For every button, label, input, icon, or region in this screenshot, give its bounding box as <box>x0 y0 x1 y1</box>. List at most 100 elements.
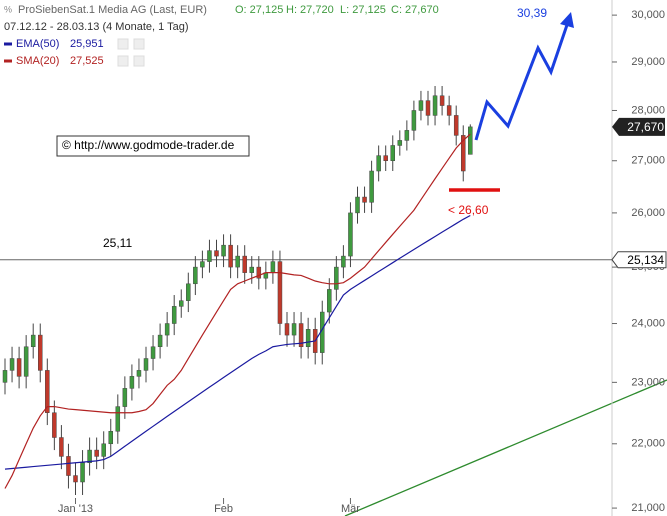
legend-value: 25,951 <box>70 38 104 50</box>
candle-body <box>122 388 128 407</box>
candle-body <box>108 431 113 445</box>
candle-body <box>150 346 156 359</box>
candle-body <box>200 261 205 268</box>
x-tick-label: Feb <box>214 503 233 515</box>
legend-button <box>117 38 129 50</box>
candle-body <box>143 358 149 371</box>
level-tag <box>611 251 667 269</box>
watermark: © http://www.godmode-trader.de <box>62 138 235 152</box>
target-label: 30,39 <box>517 6 547 20</box>
candle-body <box>136 370 142 377</box>
candle-body <box>2 370 8 383</box>
candle-body <box>228 244 233 268</box>
candle-body <box>383 155 388 161</box>
candle-body <box>418 100 424 111</box>
legend-button <box>133 55 145 67</box>
candle-body <box>446 105 452 116</box>
candle-body <box>453 115 459 136</box>
candle-body <box>52 412 57 438</box>
candle-body <box>171 306 177 324</box>
candle-body <box>221 244 226 257</box>
candle-body <box>390 145 395 161</box>
last-price-label: 27,670 <box>627 120 664 134</box>
candle-body <box>179 300 184 307</box>
candle-body <box>341 255 346 268</box>
y-tick-label: 22,000 <box>631 438 665 450</box>
candle-body <box>362 196 367 203</box>
trend-line <box>344 379 667 516</box>
candle-body <box>235 255 240 268</box>
x-tick-label: Mär <box>341 503 360 515</box>
ohlc-label: L: 27,125 <box>340 4 386 16</box>
candle-body <box>425 100 431 116</box>
level-label: 25,134 <box>627 253 664 267</box>
candle-body <box>115 406 121 432</box>
y-tick-label: 26,000 <box>631 207 665 219</box>
last-price-tag <box>612 117 665 136</box>
candle-body <box>59 437 64 457</box>
candle-body <box>101 443 106 457</box>
y-tick-label: 23,000 <box>631 376 665 388</box>
ma-line <box>4 133 471 489</box>
legend-button <box>117 55 129 67</box>
candle-body <box>397 140 403 146</box>
candle-body <box>186 283 191 301</box>
candle-body <box>129 376 135 389</box>
candle-body <box>369 170 374 203</box>
candle-body <box>439 95 445 106</box>
header: % ProSiebenSat.1 Media AG (Last, EUR) O:… <box>4 4 439 33</box>
y-tick-label: 21,000 <box>631 502 665 514</box>
candle-body <box>242 255 247 273</box>
candle-body <box>305 329 311 348</box>
ohlc-label: C: 27,670 <box>391 4 439 16</box>
x-tick-label: Jan '13 <box>58 503 93 515</box>
candle-body <box>376 155 381 172</box>
candle-body <box>38 334 43 371</box>
candle-body <box>30 334 36 348</box>
candle-body <box>277 261 283 324</box>
y-tick-label: 29,000 <box>631 56 665 68</box>
candle-body <box>404 130 410 141</box>
candle-body <box>461 135 466 172</box>
candle-body <box>348 212 353 257</box>
legend-name: SMA(20) <box>16 55 59 67</box>
candle-body <box>291 323 297 336</box>
candle-body <box>73 475 78 483</box>
y-tick-label: 27,000 <box>631 155 665 167</box>
candle-body <box>16 358 22 377</box>
candle-body <box>249 266 254 273</box>
candle-body <box>411 110 417 131</box>
chart-title: ProSiebenSat.1 Media AG (Last, EUR) <box>18 4 207 16</box>
candle-body <box>23 346 29 377</box>
candle-body <box>45 370 50 413</box>
candle-body <box>207 250 212 262</box>
support-label: < 26,60 <box>448 203 489 217</box>
candle-body <box>432 95 438 116</box>
candle-body <box>80 462 85 483</box>
candle-body <box>270 261 276 273</box>
candle-body <box>9 358 15 371</box>
ma-line <box>4 214 471 470</box>
ohlc-label: H: 27,720 <box>286 4 334 16</box>
candle-body <box>468 126 473 155</box>
projection <box>474 21 570 141</box>
candle-body <box>284 323 290 336</box>
candle-body <box>94 449 99 457</box>
candle-body <box>66 456 71 476</box>
ohlc-label: O: 27,125 <box>235 4 283 16</box>
candle-body <box>256 266 262 279</box>
candle-body <box>193 266 198 285</box>
y-tick-label: 24,000 <box>631 317 665 329</box>
watermark-box <box>56 135 250 157</box>
candle-body <box>355 196 360 214</box>
candle-body <box>87 449 92 464</box>
legend-value: 27,525 <box>70 55 104 67</box>
y-tick-label: 28,000 <box>631 104 665 116</box>
candle-body <box>298 323 304 348</box>
y-tick-label: 30,000 <box>631 9 665 21</box>
candle-body <box>214 250 219 257</box>
candle-body <box>334 266 339 290</box>
legend-button <box>133 38 145 50</box>
